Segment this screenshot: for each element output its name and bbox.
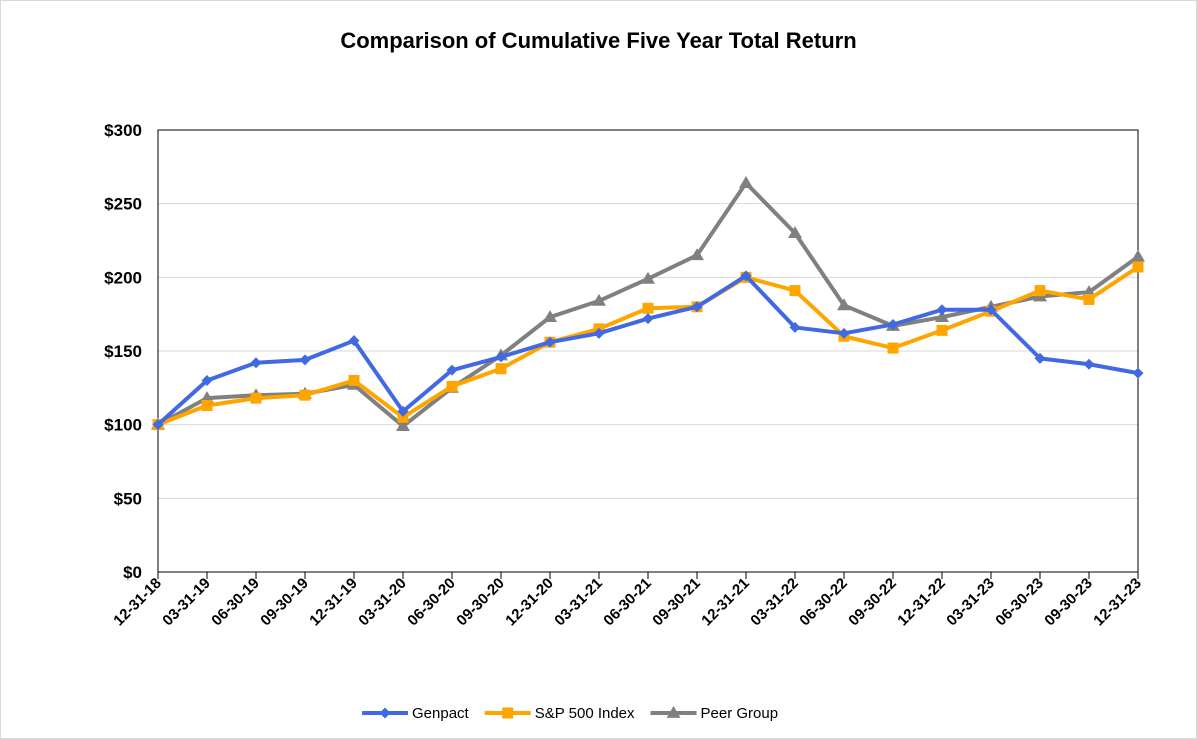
- data-point-s-p-500-index: [642, 302, 654, 314]
- data-point-genpact: [201, 374, 213, 386]
- data-point-genpact: [936, 304, 948, 316]
- data-point-s-p-500-index: [1083, 293, 1095, 305]
- data-point-s-p-500-index: [887, 342, 899, 354]
- x-tick-label: 06-30-22: [796, 575, 850, 629]
- data-point-s-p-500-index: [299, 389, 311, 401]
- data-point-genpact: [299, 354, 311, 366]
- data-point-s-p-500-index: [789, 285, 801, 297]
- data-point-s-p-500-index: [348, 374, 360, 386]
- x-tick-label: 06-30-19: [208, 575, 262, 629]
- data-point-s-p-500-index: [397, 411, 409, 423]
- data-point-s-p-500-index: [250, 392, 262, 404]
- data-point-peer-group: [690, 248, 704, 261]
- data-point-genpact: [642, 313, 654, 325]
- x-tick-label: 03-31-20: [355, 575, 409, 629]
- data-point-s-p-500-index: [495, 363, 507, 375]
- data-point-peer-group: [1131, 249, 1145, 262]
- x-tick-label: 12-31-21: [698, 575, 752, 629]
- x-tick-label: 12-31-18: [110, 575, 164, 629]
- legend-label-genpact: Genpact: [412, 705, 470, 722]
- data-point-genpact: [495, 351, 507, 363]
- y-tick-label: $200: [104, 268, 142, 287]
- x-tick-label: 09-30-22: [845, 575, 899, 629]
- data-point-genpact: [740, 270, 752, 282]
- legend-marker-s-p-500-index: [502, 707, 514, 719]
- data-point-genpact: [446, 364, 458, 376]
- data-point-peer-group: [396, 419, 410, 432]
- data-point-peer-group: [739, 176, 753, 188]
- data-point-genpact: [250, 357, 262, 369]
- x-tick-label: 12-31-23: [1090, 575, 1144, 629]
- x-tick-label: 09-30-20: [453, 575, 507, 629]
- data-point-s-p-500-index: [936, 324, 948, 336]
- data-point-genpact: [985, 304, 997, 316]
- data-point-genpact: [1083, 358, 1095, 370]
- y-tick-label: $150: [104, 342, 142, 361]
- data-point-genpact: [593, 327, 605, 339]
- data-point-genpact: [348, 335, 360, 347]
- data-point-genpact: [1132, 367, 1144, 379]
- x-tick-label: 12-31-19: [306, 575, 360, 629]
- x-tick-label: 06-30-21: [600, 575, 654, 629]
- data-point-genpact: [838, 327, 850, 339]
- data-point-genpact: [691, 301, 703, 313]
- legend-marker-genpact: [379, 707, 391, 719]
- x-tick-label: 03-31-23: [943, 575, 997, 629]
- x-tick-label: 06-30-23: [992, 575, 1046, 629]
- x-tick-label: 12-31-22: [894, 575, 948, 629]
- chart-title: Comparison of Cumulative Five Year Total…: [340, 28, 857, 53]
- y-tick-label: $300: [104, 121, 142, 140]
- x-tick-label: 12-31-20: [502, 575, 556, 629]
- legend-marker-peer-group: [666, 706, 681, 718]
- data-point-genpact: [789, 321, 801, 333]
- series-line-genpact: [156, 273, 1139, 427]
- x-tick-label: 03-31-19: [159, 575, 213, 629]
- series-line-s-p-500-index: [157, 265, 1140, 427]
- data-point-genpact: [887, 318, 899, 330]
- y-tick-label: $100: [104, 416, 142, 435]
- data-point-s-p-500-index: [1034, 285, 1046, 297]
- y-tick-label: $50: [114, 489, 142, 508]
- data-point-peer-group: [543, 310, 557, 323]
- x-tick-label: 06-30-20: [404, 575, 458, 629]
- data-point-s-p-500-index: [1132, 261, 1144, 273]
- legend-label-s-p-500-index: S&P 500 Index: [535, 705, 635, 722]
- data-point-genpact: [152, 419, 164, 431]
- data-point-genpact: [1034, 352, 1046, 364]
- data-point-s-p-500-index: [201, 400, 213, 412]
- x-tick-label: 03-31-21: [551, 575, 605, 629]
- x-tick-label: 09-30-23: [1041, 575, 1095, 629]
- data-point-s-p-500-index: [446, 380, 458, 392]
- data-point-peer-group: [935, 310, 949, 323]
- x-tick-label: 09-30-21: [649, 575, 703, 629]
- y-tick-label: $0: [123, 563, 142, 582]
- data-point-peer-group: [837, 298, 851, 311]
- data-point-peer-group: [641, 271, 655, 284]
- y-tick-label: $250: [104, 195, 142, 214]
- data-point-genpact: [397, 405, 409, 417]
- data-point-peer-group: [592, 293, 606, 306]
- legend-label-peer-group: Peer Group: [701, 705, 779, 722]
- x-tick-label: 03-31-22: [747, 575, 801, 629]
- x-tick-label: 09-30-19: [257, 575, 311, 629]
- data-point-genpact: [544, 336, 556, 348]
- data-point-peer-group: [788, 226, 802, 239]
